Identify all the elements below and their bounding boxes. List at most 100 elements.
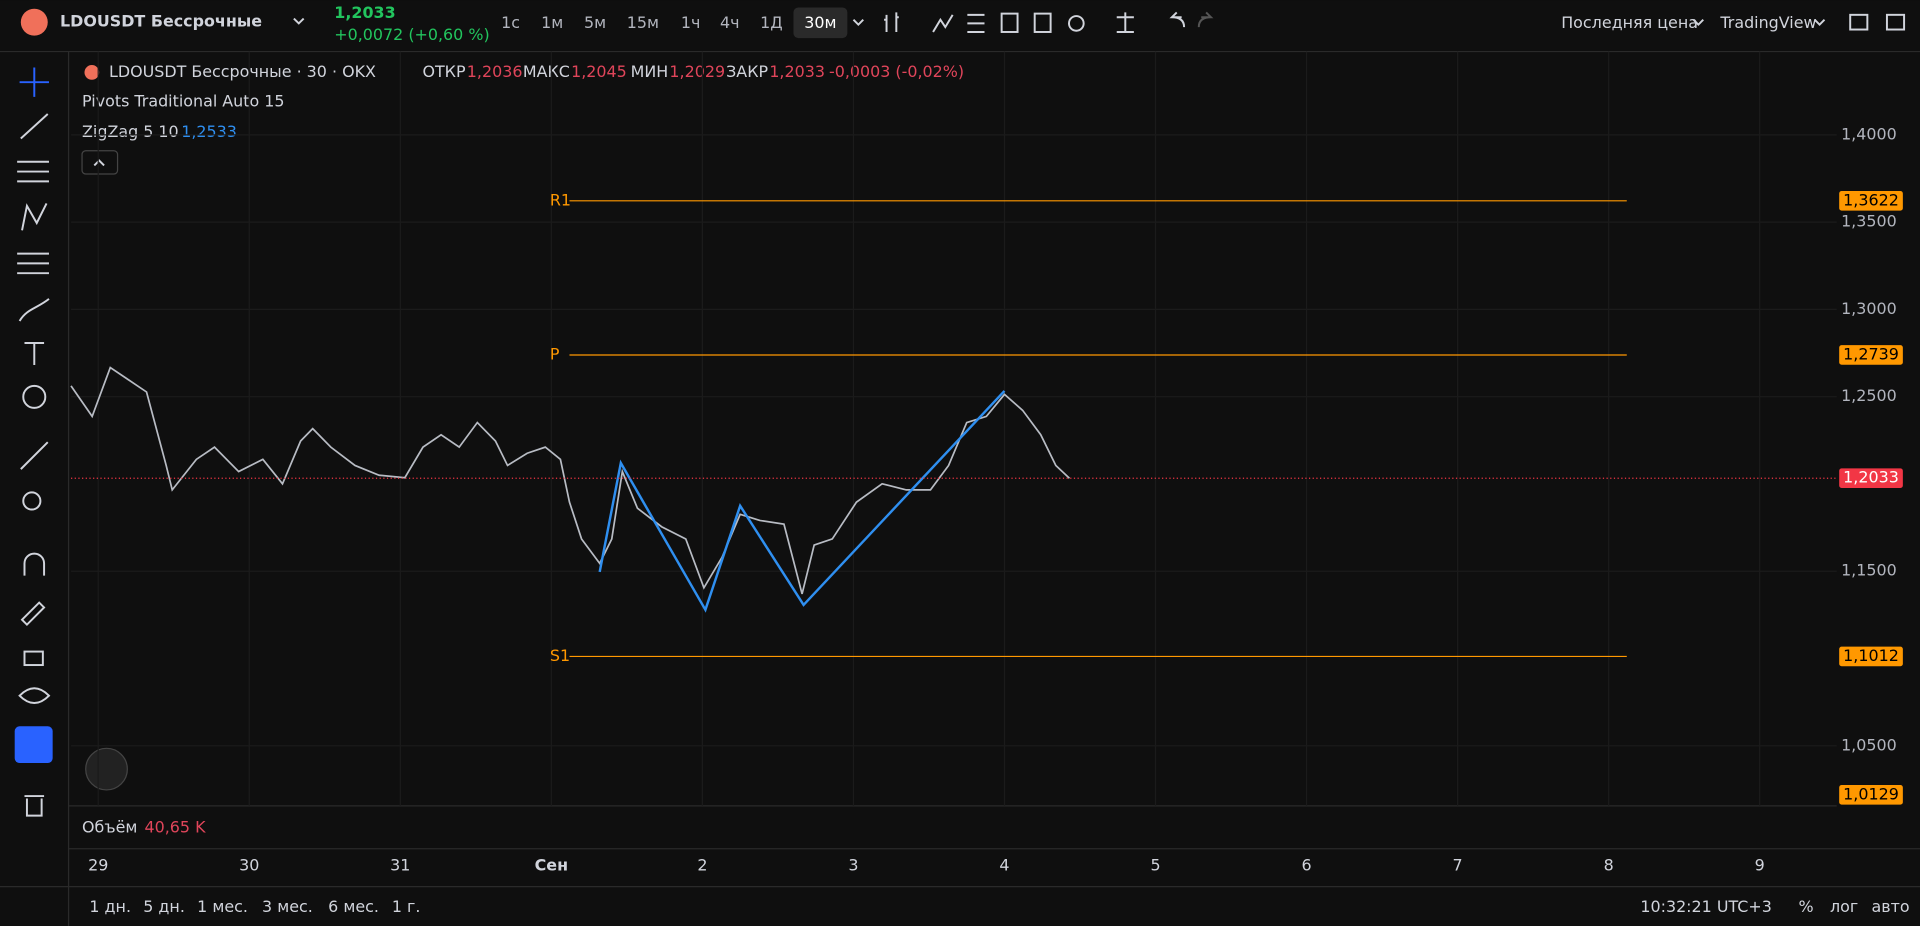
forecast[interactable] [17,252,49,275]
pivot-price-box [1839,345,1903,365]
trend-line[interactable] [20,113,49,140]
marker-label: 1,0129 [1843,784,1899,803]
range-button[interactable]: 3 мес. [262,897,313,916]
last-price-label: 1,2033 [1843,468,1899,487]
ohlc-label: МИН [631,62,669,81]
x-tick-label: 4 [999,855,1009,874]
brush[interactable] [18,298,50,322]
scale-option[interactable]: авто [1872,897,1910,916]
pivot-name: P [550,344,560,363]
x-tick-label: 5 [1150,855,1160,874]
indicator: ZigZag 5 10 [82,122,179,141]
last-price-box [1839,468,1903,488]
brand[interactable]: TradingView [1719,13,1816,32]
settings[interactable] [1068,15,1085,32]
indicator: Pivots Traditional Auto 15 [82,91,285,110]
patterns[interactable] [21,202,48,231]
pivot-price-label: 1,2739 [1843,344,1899,363]
clock: 10:32:21 UTC+3 [1640,897,1771,916]
lock-drawing[interactable] [20,601,46,627]
x-tick-label: 31 [390,855,410,874]
ohlc-value: 1,2036 [467,62,523,81]
x-tick-label: 8 [1604,855,1614,874]
legend-logo [84,65,100,80]
x-tick-label: 29 [88,855,108,874]
hide[interactable] [18,687,51,704]
interval[interactable]: 1ч [681,13,701,32]
collapse-button[interactable] [81,150,119,175]
y-tick-label: 1,2500 [1841,386,1897,405]
crosshair[interactable] [19,67,49,97]
layout[interactable] [1849,13,1869,31]
interval[interactable]: 1с [501,13,520,32]
interval[interactable]: 1Д [760,13,783,32]
ohlc-value: 1,2045 [571,62,627,81]
trash[interactable] [24,795,45,817]
interval[interactable]: 4ч [720,13,740,32]
x-tick-label: 6 [1302,855,1312,874]
pivot-name: R1 [550,190,571,209]
tv-logo[interactable] [85,747,128,791]
scale-option[interactable]: лог [1830,897,1858,916]
ohlc-value: 1,2033 [769,62,825,81]
magnet[interactable] [23,552,46,576]
symbol-dropdown[interactable] [293,17,305,25]
y-tick-label: 1,4000 [1841,124,1897,143]
pivot-price-box [1839,646,1903,667]
x-tick-label: Сен [535,855,568,874]
fib[interactable] [17,160,49,183]
range-button[interactable]: 6 мес. [328,897,379,916]
interval-dropdown[interactable] [852,19,864,27]
ruler[interactable] [20,441,49,470]
pivot-price-label: 1,1012 [1843,646,1899,665]
symbol[interactable]: LDOUSDT Бессрочные [60,12,262,31]
redo[interactable] [1197,11,1214,28]
price: 1,2033 [334,3,395,22]
interval[interactable]: 30м [804,13,836,32]
sync-link[interactable] [14,726,53,763]
dropdowns[interactable] [1692,19,1826,27]
fullscreen[interactable] [1885,13,1906,31]
symbol-logo[interactable] [20,8,48,36]
lock[interactable] [23,650,44,667]
interval[interactable]: 15м [627,13,659,32]
compare[interactable] [1116,12,1134,33]
indicators[interactable] [932,14,954,33]
ohlc-value: 1,2029 [669,62,725,81]
undo[interactable] [1169,11,1186,28]
replay[interactable] [1033,12,1052,33]
range-button[interactable]: 5 дн. [143,897,185,916]
price-type[interactable]: Последняя цена [1561,13,1698,32]
active-interval-bg [793,7,848,39]
price-line [70,366,1071,595]
zoom[interactable] [22,491,42,511]
ohlc-label: ЗАКР [726,62,768,81]
scale-option[interactable]: % [1799,897,1814,916]
y-tick-label: 1,1500 [1841,561,1897,580]
pivot-price-box [1839,191,1903,211]
interval[interactable]: 1м [541,13,563,32]
legend-change: -0,0003 (-0,02%) [829,62,964,81]
range-button[interactable]: 1 дн. [89,897,131,916]
drawing-tools [14,67,128,817]
y-tick-label: 1,0500 [1841,735,1897,754]
templates[interactable] [967,13,985,33]
emoji[interactable] [22,384,47,409]
zigzag-value: 1,2533 [181,122,237,141]
y-tick-label: 1,3000 [1841,299,1897,318]
range-button[interactable]: 1 мес. [197,897,248,916]
range-button[interactable]: 1 г. [392,897,421,916]
text-tool[interactable] [24,342,45,366]
interval[interactable]: 5м [584,13,606,32]
ohlc-label: МАКС [523,62,570,81]
chart-type[interactable] [884,12,899,32]
pivot-price-label: 1,3622 [1843,190,1899,209]
collapse-icon[interactable] [93,159,105,167]
price-change: +0,0072 (+0,60 %) [334,25,489,44]
zigzag [598,390,1006,613]
alert[interactable] [1000,12,1019,33]
x-tick-label: 3 [848,855,858,874]
x-tick-label: 9 [1755,855,1765,874]
